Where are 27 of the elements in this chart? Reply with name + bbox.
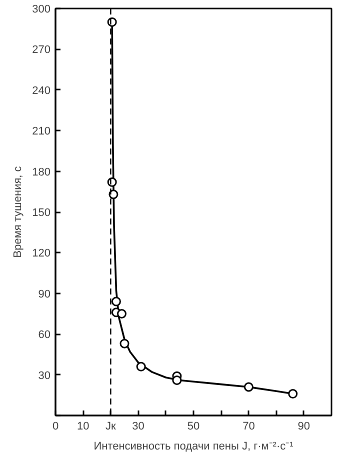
point (116, 309, 126, 318)
point (111, 296, 121, 306)
x-tick-label: 90 (298, 420, 310, 432)
point (288, 389, 298, 399)
y-tick-label: 180 (32, 166, 51, 178)
x-tick-label: 70 (242, 420, 255, 432)
y-axis-title: Время тушения, с (12, 166, 24, 258)
y-tick-label: 150 (32, 207, 51, 219)
point (136, 362, 146, 372)
x-tick-label: 50 (187, 420, 200, 432)
x-axis-title: Интенсивность подачи пены J, г·м⁻²·с⁻¹ (94, 440, 294, 452)
y-tick-label: 240 (32, 84, 51, 97)
x-tick-label: Jк (106, 420, 116, 432)
y-tick-label: 30 (38, 370, 51, 382)
x-tick-label: 0 (52, 420, 59, 432)
y-tick-label: 90 (38, 288, 51, 300)
y-tick-label: 60 (38, 329, 51, 342)
point (120, 338, 130, 348)
y-tick-label: 210 (32, 126, 51, 138)
point (108, 190, 118, 200)
y-tick-label: 300 (32, 4, 51, 16)
y-tick-label: 270 (32, 44, 51, 56)
x-tick-label: 30 (132, 420, 144, 432)
y-tick-label: 120 (32, 248, 51, 260)
x-tick-label: 10 (76, 420, 90, 432)
point (172, 375, 182, 385)
point (244, 382, 254, 392)
